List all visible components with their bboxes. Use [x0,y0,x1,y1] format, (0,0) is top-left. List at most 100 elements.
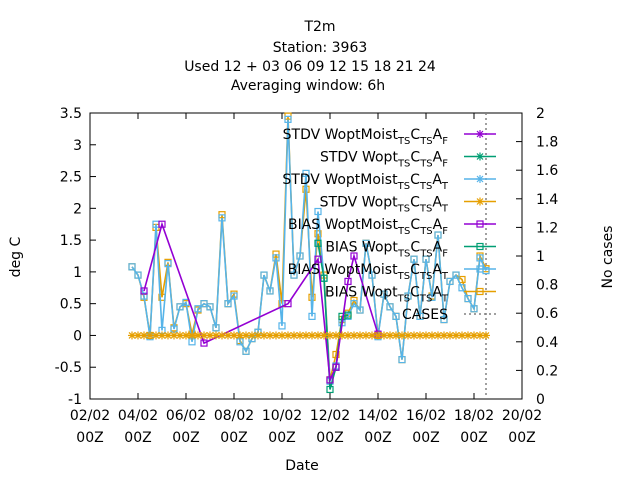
star-stroke [302,332,310,339]
data-point [284,115,292,123]
legend-marker [476,197,484,206]
x-axis-label: Date [285,458,318,474]
data-point [200,339,208,347]
data-point [416,312,424,320]
star-stroke [170,332,178,339]
y2-tick-label: 0.8 [536,278,558,294]
star-stroke [152,332,160,339]
x-tick-label-hour: 00Z [316,430,343,446]
data-point [134,271,142,279]
data-point [128,263,136,271]
data-point [308,312,316,320]
star-stroke [230,332,238,339]
data-point [452,271,460,279]
series-bias-woptmoist-tsctsaf [140,220,382,384]
data-point [164,260,172,268]
star-stroke [236,332,244,339]
data-point [218,214,226,222]
y2-tick-label: 1.2 [536,220,558,236]
x-tick-label-hour: 00Z [508,430,535,446]
legend-entry: STDV WoptTSCTSAT [320,195,496,215]
data-point [332,331,340,340]
x-tick-label-hour: 00Z [268,430,295,446]
y-tick-label: 3.5 [60,106,82,122]
legend-entry: BIAS WoptTSCTSAT [325,285,496,305]
data-point [314,331,322,340]
x-tick-label-hour: 00Z [124,430,151,446]
star-stroke [296,332,304,339]
star-stroke [458,332,466,339]
legend-marker [476,130,484,138]
data-point [314,230,322,238]
star-stroke [326,332,334,339]
data-point [218,331,226,340]
star-stroke [434,332,442,339]
legend-marker [476,287,484,296]
data-point [362,239,370,247]
data-point [284,331,292,340]
data-point [428,293,436,301]
x-tick-label-date: 16/02 [406,408,446,424]
legend-label: BIAS WoptMoistTSCTSAT [288,262,449,282]
plot-area [128,112,490,399]
data-point [398,355,406,364]
star-stroke [320,332,328,339]
legend-marker [476,220,484,228]
star-stroke [464,332,472,339]
x-tick-label-hour: 00Z [220,430,247,446]
star-stroke [416,332,424,339]
series-line [143,221,379,383]
star-stroke [404,332,412,339]
star-stroke [254,332,262,339]
x-tick-label-date: 04/02 [118,408,158,424]
data-point [410,255,418,263]
star-stroke [146,332,154,339]
data-point [140,292,148,300]
data-point [482,331,490,340]
title-line-1: T2m [303,19,335,35]
star-stroke [386,332,394,339]
data-point [386,303,394,311]
data-point [404,331,412,340]
x-tick-label-date: 20/02 [502,408,542,424]
star-stroke [362,332,370,339]
data-point [434,231,442,239]
data-point [158,220,166,228]
legend-label: STDV WoptTSCTSAF [320,150,448,170]
star-stroke [446,332,454,339]
data-point [224,300,232,308]
star-stroke [482,332,490,339]
legend-entry: STDV WoptTSCTSAF [320,150,496,170]
data-point [230,331,238,340]
data-point [470,331,478,340]
x-tick-label-date: 18/02 [454,408,494,424]
data-point [302,169,310,177]
legend-entry: CASES [402,307,496,323]
x-tick-label-date: 02/02 [70,408,110,424]
legend-marker [476,242,484,251]
star-stroke [212,332,220,339]
x-tick-label-date: 12/02 [310,408,350,424]
data-point [368,271,376,279]
data-point [296,252,304,260]
data-point [344,277,352,286]
star-stroke [140,332,148,339]
data-point [422,331,430,340]
star-stroke [188,332,196,339]
data-point [350,252,358,260]
data-point [452,331,460,340]
y-tick-label: 3 [73,138,82,154]
star-stroke [260,332,268,339]
star-stroke [380,332,388,339]
y2-tick-label: 1 [536,249,545,265]
data-point [314,207,322,216]
y2-axis-label: No cases [600,226,616,289]
y2-tick-label: 0.6 [536,306,558,322]
data-point [326,376,334,384]
data-point [242,347,250,355]
data-point [392,312,400,320]
y-tick-label: 1 [73,265,82,281]
star-stroke [314,332,322,339]
data-point [284,300,292,308]
y2-tick-label: 2 [536,106,545,122]
